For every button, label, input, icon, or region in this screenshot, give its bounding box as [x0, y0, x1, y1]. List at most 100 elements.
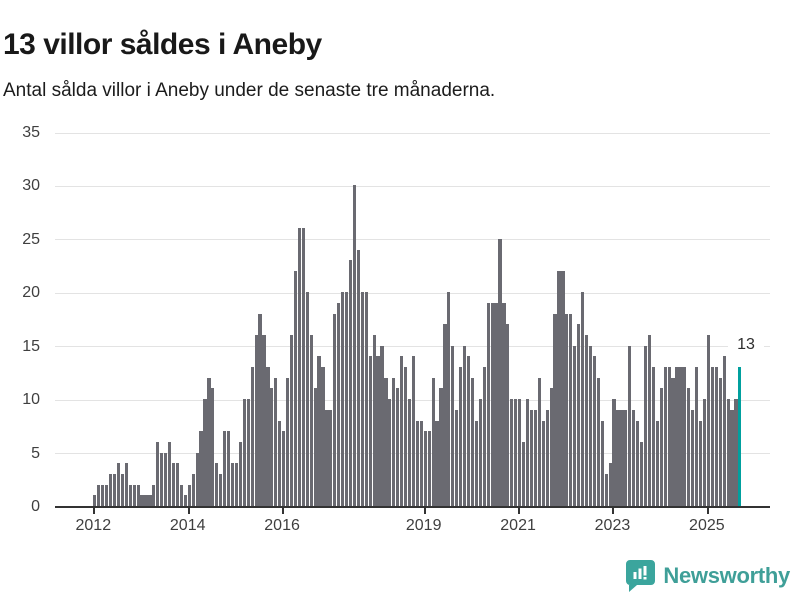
bar — [541, 420, 545, 506]
bar — [376, 356, 380, 506]
bar — [317, 356, 321, 506]
bar — [726, 399, 730, 506]
bar — [490, 302, 494, 506]
bar — [230, 463, 235, 506]
bar — [474, 420, 478, 506]
bar — [710, 367, 714, 506]
bar — [580, 292, 585, 506]
bar — [242, 399, 246, 506]
y-axis-label-0: 0 — [31, 498, 40, 515]
bar — [643, 345, 648, 506]
y-axis-label-30: 30 — [22, 177, 40, 195]
bar — [584, 335, 589, 506]
bar — [596, 377, 600, 506]
gridline-20 — [55, 292, 770, 294]
x-axis-label-2025: 2025 — [689, 517, 725, 534]
bar — [470, 377, 475, 506]
bar — [278, 420, 282, 506]
bar — [612, 399, 616, 506]
bar — [309, 335, 313, 506]
bar — [360, 292, 364, 506]
bar — [352, 185, 357, 506]
bar — [730, 409, 734, 506]
bar — [463, 345, 467, 506]
bar — [588, 345, 593, 506]
bar — [431, 377, 435, 506]
bar — [734, 399, 738, 506]
bar — [478, 399, 482, 506]
y-axis-label-35: 35 — [22, 124, 40, 142]
bar — [234, 463, 239, 506]
bar — [407, 399, 412, 506]
bar — [337, 302, 341, 506]
bar — [419, 420, 423, 506]
last-bar-value-label: 13 — [728, 336, 764, 354]
bar — [698, 420, 703, 506]
bar — [482, 367, 486, 506]
x-axis-label-2021: 2021 — [500, 517, 536, 534]
newsworthy-footer: Newsworthy — [625, 558, 790, 594]
bar — [120, 473, 125, 506]
bar — [168, 441, 172, 506]
bar — [203, 399, 207, 506]
bar — [639, 441, 644, 506]
bar — [521, 441, 526, 506]
bar — [313, 388, 317, 506]
x-axis-label-2012: 2012 — [75, 517, 112, 534]
x-axis-label-2014: 2014 — [169, 517, 206, 534]
bar — [183, 495, 187, 506]
bar — [632, 409, 636, 506]
bar — [105, 484, 109, 506]
bar — [384, 377, 388, 506]
bar — [191, 473, 195, 506]
bar — [223, 431, 227, 506]
bar — [128, 484, 132, 506]
bar — [600, 420, 604, 506]
x-axis-line — [55, 506, 770, 508]
bar — [553, 313, 557, 506]
bar — [156, 441, 160, 506]
bar — [187, 484, 191, 506]
bar — [663, 367, 667, 506]
gridline-25 — [55, 239, 770, 241]
bar — [459, 367, 463, 506]
bar — [207, 377, 211, 506]
bar — [691, 409, 695, 506]
bar — [616, 409, 620, 506]
bar — [364, 292, 368, 506]
x-axis-tick-2016 — [282, 508, 285, 514]
x-axis-tick-2021 — [518, 508, 521, 514]
bar — [518, 399, 522, 506]
bar — [510, 399, 514, 506]
newsworthy-logo-icon — [626, 560, 656, 592]
bar — [266, 367, 270, 506]
bar — [565, 313, 569, 506]
bar — [722, 356, 726, 506]
bar — [718, 377, 722, 506]
y-axis-label-5: 5 — [31, 444, 40, 462]
bar — [109, 473, 113, 506]
bar — [702, 399, 707, 506]
bar — [301, 228, 305, 506]
y-axis-label-20: 20 — [22, 284, 40, 302]
x-axis-tick-2025 — [706, 508, 709, 514]
bar — [179, 484, 183, 506]
bar — [604, 473, 608, 506]
bar — [557, 270, 561, 506]
bar — [164, 452, 168, 506]
newsworthy-brand-text: Newsworthy — [663, 563, 790, 588]
x-axis-label-2023: 2023 — [594, 517, 631, 534]
bar — [136, 484, 140, 506]
bar — [466, 356, 471, 506]
bar — [443, 324, 447, 506]
gridline-15 — [55, 346, 770, 348]
bar — [435, 420, 439, 506]
x-axis-tick-2014 — [187, 508, 190, 514]
bar — [533, 409, 537, 506]
bar — [400, 356, 404, 506]
bar — [258, 313, 262, 506]
bar — [573, 345, 577, 506]
y-axis-label-10: 10 — [22, 391, 40, 409]
bar — [636, 420, 640, 506]
bar — [545, 409, 549, 506]
